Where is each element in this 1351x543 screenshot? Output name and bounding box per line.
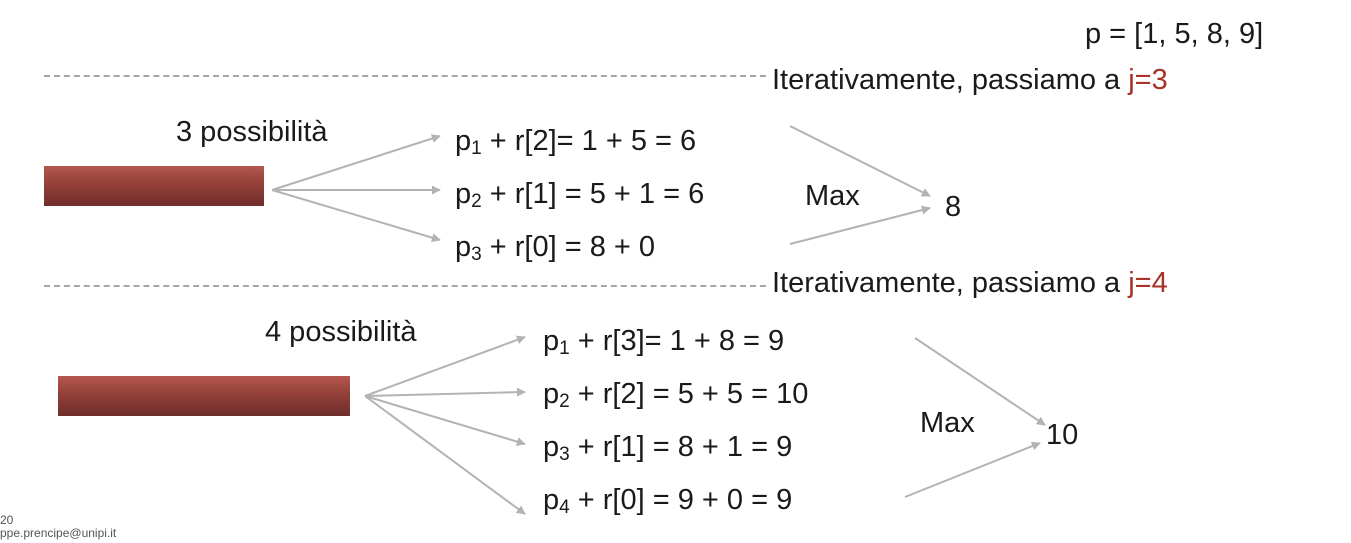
formula-j4-row1: p1 + r[3]= 1 + 8 = 9 xyxy=(543,325,785,359)
arrow-j4-max-bottom xyxy=(904,441,1041,498)
formula-j4-row2: p2 + r[2] = 5 + 5 = 10 xyxy=(543,378,809,412)
footer: 20 ppe.prencipe@unipi.it xyxy=(0,514,116,539)
arrow-j3-max-top xyxy=(789,125,931,197)
result-j3: 8 xyxy=(945,191,962,223)
array-definition: p = [1, 5, 8, 9] xyxy=(1085,18,1264,50)
result-j4: 10 xyxy=(1046,419,1079,451)
separator-j4 xyxy=(44,285,766,287)
formula-j3-row2: p2 + r[1] = 5 + 1 = 6 xyxy=(455,178,705,212)
heading-j3-text: Iterativamente, passiamo a xyxy=(772,64,1129,96)
rod-j4 xyxy=(58,376,350,416)
arrow-j4-row1 xyxy=(364,335,526,397)
author-email: ppe.prencipe@unipi.it xyxy=(0,525,117,540)
arrow-j4-row4 xyxy=(364,395,526,515)
possibilities-label-j3: 3 possibilità xyxy=(176,116,328,148)
heading-j3: Iterativamente, passiamo a j=3 xyxy=(772,66,1168,95)
separator-j3 xyxy=(44,75,766,77)
heading-j4-value: j=4 xyxy=(1128,267,1168,299)
page-number: 20 xyxy=(0,513,14,527)
heading-j4-text: Iterativamente, passiamo a xyxy=(772,267,1129,299)
formula-j4-row4: p4 + r[0] = 9 + 0 = 9 xyxy=(543,484,793,518)
heading-j3-value: j=3 xyxy=(1128,64,1168,96)
formula-j4-row3: p3 + r[1] = 8 + 1 = 9 xyxy=(543,431,793,465)
rod-j3 xyxy=(44,166,264,206)
formula-j3-row3: p3 + r[0] = 8 + 0 xyxy=(455,231,656,265)
arrow-j3-row3 xyxy=(271,189,441,243)
arrow-j4-max-top xyxy=(914,337,1046,426)
arrow-j3-row1 xyxy=(271,134,441,191)
arrow-j4-row2 xyxy=(364,387,526,397)
formula-j3-row1: p1 + r[2]= 1 + 5 = 6 xyxy=(455,125,697,159)
possibilities-label-j4: 4 possibilità xyxy=(265,316,417,348)
arrow-j4-row3 xyxy=(364,395,526,446)
max-label-j3: Max xyxy=(805,180,860,212)
arrow-j3-max-bottom xyxy=(789,205,931,245)
max-label-j4: Max xyxy=(920,407,975,439)
heading-j4: Iterativamente, passiamo a j=4 xyxy=(772,269,1168,298)
